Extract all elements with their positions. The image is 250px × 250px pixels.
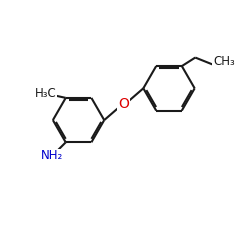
Text: CH₃: CH₃	[213, 56, 235, 68]
Text: O: O	[118, 97, 129, 111]
Text: NH₂: NH₂	[41, 149, 64, 162]
Text: H₃C: H₃C	[35, 87, 56, 100]
